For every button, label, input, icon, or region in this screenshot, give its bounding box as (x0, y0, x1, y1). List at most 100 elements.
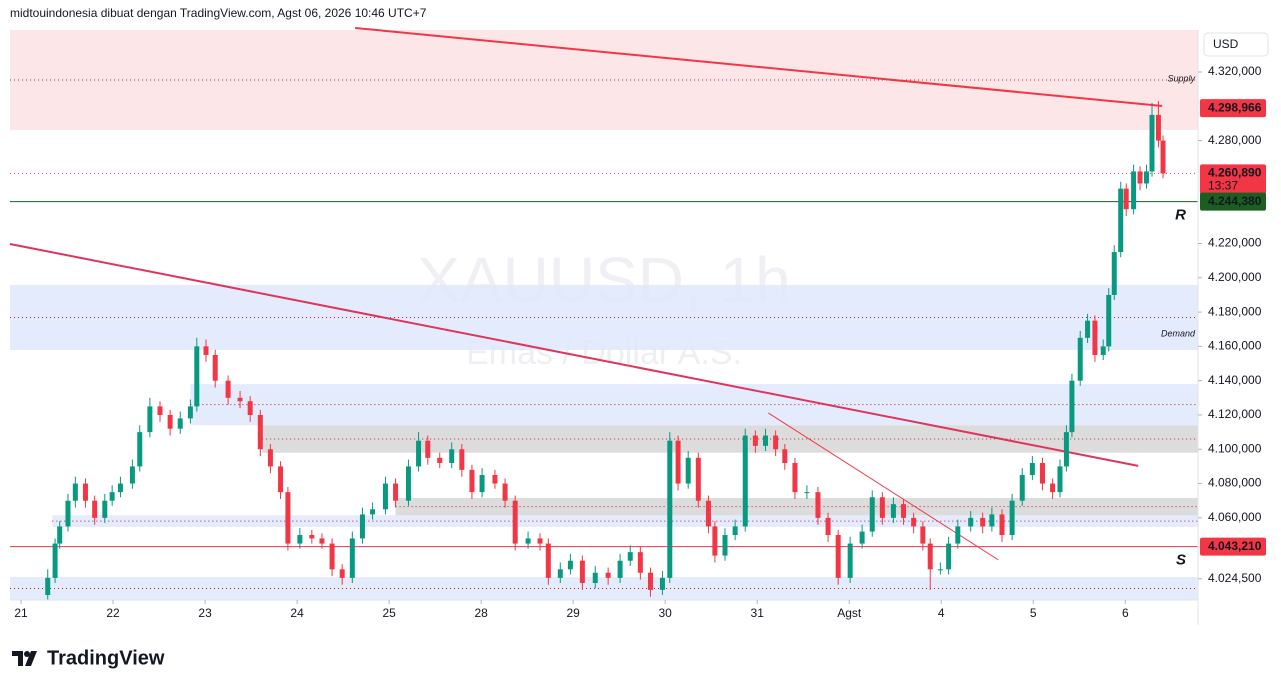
candle-body (437, 457, 443, 463)
candle-body (459, 449, 465, 470)
candle-body (425, 440, 431, 458)
candle-body (722, 535, 728, 556)
candle-body (297, 535, 303, 544)
candle-body (167, 414, 173, 429)
candle-body (65, 500, 71, 527)
candle-body (137, 432, 143, 467)
x-tick-label: 30 (659, 606, 673, 620)
currency-label: USD (1213, 37, 1239, 51)
candle-body (927, 543, 933, 570)
candle-body (525, 538, 531, 544)
candle-body (57, 526, 63, 544)
candle-body (469, 469, 475, 493)
candle-body (804, 492, 810, 494)
trendline (354, 26, 1163, 107)
y-tick-label: 4.280,000 (1208, 133, 1262, 147)
candle-body (999, 514, 1005, 536)
candle-body (901, 504, 907, 518)
candle-body (667, 440, 673, 578)
candle-body (847, 543, 853, 578)
candle-body (1131, 171, 1137, 210)
zone (10, 284, 1198, 350)
candle-body (157, 406, 163, 415)
candle-body (416, 440, 422, 467)
candle-body (1057, 466, 1063, 493)
candle-body (72, 483, 78, 501)
candle-body (359, 514, 365, 539)
candle-body (52, 543, 58, 578)
candle-body (955, 526, 961, 544)
candle-body (879, 497, 885, 518)
candle-body (177, 418, 183, 429)
candle-body (1029, 462, 1035, 475)
x-tick-label: 29 (566, 606, 580, 620)
candle-body (1137, 171, 1143, 184)
candle-body (592, 572, 598, 584)
x-tick-label: 24 (290, 606, 304, 620)
candle-body (1118, 188, 1124, 253)
candle-body (92, 500, 98, 518)
y-tick-label: 4.080,000 (1208, 476, 1262, 490)
price-tag (1200, 164, 1266, 195)
candle-body (45, 577, 51, 596)
candle-body (194, 346, 200, 407)
currency-button[interactable] (1203, 32, 1269, 57)
candle-body (567, 560, 573, 570)
candle-body (695, 457, 701, 501)
candle-body (537, 538, 543, 544)
level-tag: S (1176, 552, 1186, 569)
candle-body (859, 531, 865, 544)
x-tick-label: 4 (938, 606, 945, 620)
candle-body (1069, 380, 1075, 433)
candle-body (732, 526, 738, 536)
y-tick-label: 4.220,000 (1208, 236, 1262, 250)
y-tick-label: 4.200,000 (1208, 270, 1262, 284)
candle-body (835, 535, 841, 578)
candle-body (825, 517, 831, 536)
candle-body (869, 497, 875, 532)
candle-body (605, 572, 611, 578)
candle-body (1009, 500, 1015, 536)
candle-body (1050, 483, 1056, 493)
zone (190, 384, 1199, 426)
candle-body (782, 449, 788, 463)
candle-body (968, 517, 974, 527)
candle-body (479, 474, 485, 493)
candle-body (920, 526, 926, 544)
candle-body (1100, 346, 1106, 355)
candle-body (1039, 462, 1045, 484)
candle-body (742, 435, 748, 527)
y-tick-label: 4.024,500 (1208, 571, 1262, 585)
candle-body (911, 517, 917, 527)
candle-body (370, 509, 376, 515)
x-tick-label: 6 (1122, 606, 1129, 620)
candle-body (278, 466, 284, 493)
price-tag (1200, 99, 1266, 118)
x-tick-label: 31 (751, 606, 765, 620)
y-tick-label: 4.320,000 (1208, 64, 1262, 78)
price-tag (1200, 192, 1266, 211)
y-tick-label: 4.160,000 (1208, 339, 1262, 353)
candle-body (1149, 114, 1155, 172)
candle-body (1143, 171, 1149, 184)
candle-body (989, 514, 995, 527)
candle-body (647, 572, 653, 590)
candle-body (1092, 320, 1098, 355)
logo-dot (24, 651, 30, 657)
candle-body (187, 406, 193, 419)
candle-body (752, 435, 758, 446)
price-tag-label: 4.298,966 (1208, 100, 1262, 114)
trendline (9, 243, 1139, 467)
candle-body (579, 560, 585, 584)
zone-label: Supply (1167, 73, 1195, 83)
candle-body (980, 517, 986, 527)
candle-body (267, 449, 273, 467)
candle-body (545, 543, 551, 578)
candle-body (349, 538, 355, 578)
candle-body (449, 449, 455, 463)
candle-body (890, 504, 896, 518)
price-tag-label: 4.260,890 (1208, 166, 1262, 180)
candle-body (685, 457, 691, 484)
price-tag-label: 4.043,210 (1208, 539, 1262, 553)
candle-body (339, 569, 345, 578)
